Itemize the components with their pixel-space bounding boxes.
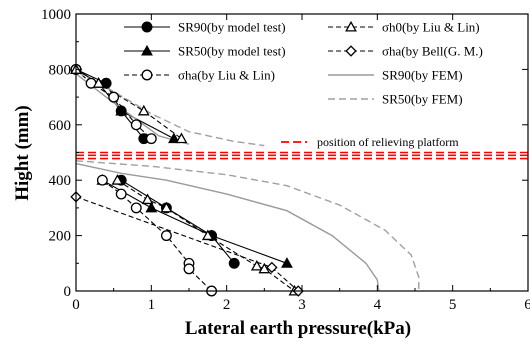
series-3-point-0-3 [175,132,188,144]
legend-entry-2: σha(by Liu & Lin) [124,68,275,83]
legend-entry-2-label: σha(by Liu & Lin) [178,68,275,83]
legend-entry-4: σha(by Bell(G. M.) [328,44,483,59]
y-axis-title: Hight (mm) [12,105,33,201]
legend-entry-0-label: SR90(by model test) [178,20,286,35]
legend-entry-4-label: σha(by Bell(G. M.) [382,44,483,59]
legend-entry-3: σh0(by Liu & Lin) [328,20,480,35]
series-3-point-0-1 [92,77,105,88]
series-3-point-1-2 [160,201,173,213]
x-tick-label-1: 1 [148,297,156,313]
series-3-point-0-2 [137,104,150,116]
legend-entry-1: SR50(by model test) [124,44,286,59]
series-2-point-1-5 [183,263,195,275]
series-3-point-1-3 [201,229,214,241]
x-tick-label-4: 4 [374,297,382,313]
series-4-point-0-1 [266,261,278,274]
x-tick-label-5: 5 [449,297,457,313]
series-2-point-1-2 [130,202,142,214]
series-2-point-0-2 [108,91,120,103]
y-tick-label-3: 600 [49,118,72,134]
y-tick-label-4: 800 [49,62,72,78]
y-tick-label-5: 1000 [41,7,71,23]
series-layer [75,68,420,292]
legend-entry-1-label: SR50(by model test) [178,44,286,59]
series-3-point-1-5 [258,262,271,274]
legend-entry-4-marker [345,45,357,57]
series-5-segment-1-line [75,162,380,292]
legend-entry-3-label: σh0(by Liu & Lin) [382,20,480,35]
marker-layer [70,63,304,297]
series-1-point-1-3 [281,257,293,268]
x-tick-label-0: 0 [72,297,80,313]
x-tick-label-2: 2 [223,297,231,313]
legend-entry-0: SR90(by model test) [124,20,286,35]
series-2-point-1-1 [115,188,127,200]
series-1-segment-1-line [102,179,288,264]
legend: SR90(by model test) SR50(by model test) σh… [124,20,483,107]
legend-entry-6-label: SR50(by FEM) [382,92,463,107]
series-0-point-1-3 [228,257,240,269]
series-6-segment-1-line [75,160,420,291]
series-4-segment-0-line [75,196,299,292]
series-1-point-0-2 [115,104,128,116]
series-2-point-0-4 [145,133,157,145]
series-2-segment-0-line [75,68,152,140]
series-3-point-1-1 [141,193,154,205]
series-2-point-0-3 [130,119,142,131]
series-0-segment-1-line [120,179,235,264]
x-axis-title: Lateral earth pressure(kPa) [185,318,411,339]
series-3-point-1-0 [111,174,124,185]
series-2-point-1-0 [96,174,108,186]
x-tick-label-6: 6 [524,297,530,313]
x-tick-label-3: 3 [298,297,306,313]
legend-entry-6: SR50(by FEM) [328,92,463,107]
y-tick-label-2: 400 [49,173,72,189]
series-1-point-1-1 [145,201,158,213]
legend-entry-5-label: SR90(by FEM) [382,68,463,83]
series-1-point-0-3 [168,132,180,144]
axes-layer: 0 1 2 3 4 5 6 0 200 400 600 800 1000 [41,7,530,313]
series-3-point-1-4 [250,259,263,271]
y-tick-label-0: 0 [64,284,72,300]
annotation-layer: position of relieving platform [76,135,528,160]
series-5-segment-0-line [77,74,190,145]
legend-entry-2-marker [141,69,153,81]
series-2-point-1-3 [160,230,172,242]
legend-entry-5: SR90(by FEM) [328,68,463,83]
legend-entry-0-marker [141,21,153,33]
legend-entry-1-marker [141,44,153,56]
y-tick-label-1: 200 [49,229,72,245]
annotation-0-label: position of relieving platform [317,135,459,149]
legend-entry-3-marker [345,20,357,32]
